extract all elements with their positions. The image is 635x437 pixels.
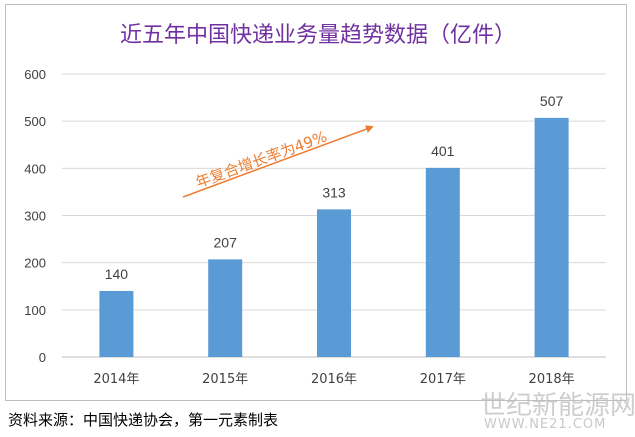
- x-tick-label: 2016年: [311, 372, 357, 387]
- y-tick-label: 300: [24, 209, 46, 224]
- y-tick-label: 500: [24, 114, 46, 129]
- source-note: 资料来源：中国快递协会，第一元素制表: [8, 411, 279, 429]
- watermark-text: 世纪新能源网: [480, 391, 635, 421]
- data-labels: 140 207 313 401 507: [105, 93, 564, 282]
- growth-arrow: [182, 125, 374, 198]
- data-label: 507: [540, 93, 564, 109]
- x-tick-label: 2015年: [202, 372, 248, 387]
- bars: [99, 117, 569, 358]
- x-tick-label: 2014年: [93, 372, 139, 387]
- y-tick-label: 400: [24, 161, 46, 176]
- y-tick-label: 0: [39, 350, 46, 365]
- bar-2014年: [99, 290, 134, 357]
- growth-annotation-text: 年复合增长率为49%: [193, 128, 329, 192]
- x-axis-categories: 2014年 2015年 2016年 2017年 2018年: [93, 372, 574, 387]
- y-tick-label: 200: [24, 256, 46, 271]
- x-tick-label: 2018年: [529, 372, 575, 387]
- bar-2017年: [425, 167, 460, 357]
- data-label: 401: [431, 143, 455, 159]
- bar-2018年: [534, 117, 569, 358]
- x-tick-label: 2017年: [420, 372, 466, 387]
- y-tick-label: 100: [24, 303, 46, 318]
- gridlines: [62, 73, 606, 358]
- y-axis-ticks: 0 100 200 300 400 500 600: [24, 67, 46, 365]
- bar-2015年: [208, 259, 243, 357]
- y-tick-label: 600: [24, 67, 46, 82]
- watermark-url: WWW.NE21.COM: [484, 417, 607, 432]
- data-label: 207: [214, 234, 238, 250]
- bar-2016年: [317, 209, 351, 357]
- data-label: 313: [322, 184, 346, 200]
- data-label: 140: [105, 266, 129, 282]
- chart-title: 近五年中国快递业务量趋势数据（亿件）: [120, 23, 516, 48]
